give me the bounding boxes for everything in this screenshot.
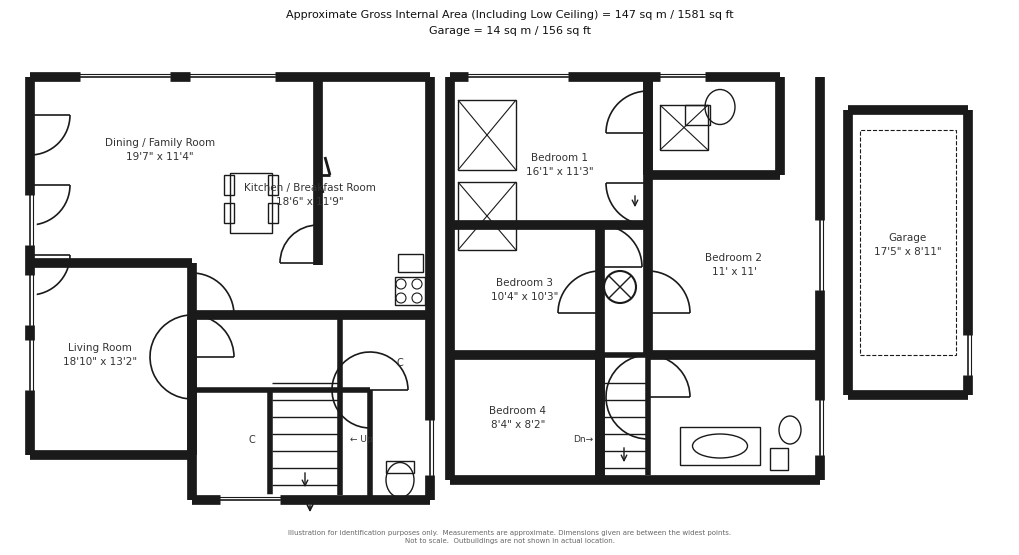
Bar [769,448,788,470]
Text: Bedroom 2
11' x 11': Bedroom 2 11' x 11' [705,253,762,277]
Text: Dining / Family Room
19'7" x 11'4": Dining / Family Room 19'7" x 11'4" [105,138,215,162]
Text: Illustration for identification purposes only.  Measurements are approximate. Di: Illustration for identification purposes… [288,530,731,544]
Text: Kitchen / Breakfast Room
18'6" x 11'9": Kitchen / Breakfast Room 18'6" x 11'9" [244,183,376,207]
Text: Dn→: Dn→ [573,436,592,445]
Bar [680,427,759,465]
Bar [229,173,272,233]
Bar [458,100,516,170]
Bar [224,203,233,223]
Text: Bedroom 3
10'4" x 10'3": Bedroom 3 10'4" x 10'3" [491,278,558,302]
Bar [394,277,425,305]
Text: ← Up: ← Up [350,436,372,445]
Bar [859,130,955,355]
Bar [224,175,233,195]
Bar [268,175,278,195]
Text: Approximate Gross Internal Area (Including Low Ceiling) = 147 sq m / 1581 sq ft: Approximate Gross Internal Area (Includi… [286,10,733,20]
Text: Living Room
18'10" x 13'2": Living Room 18'10" x 13'2" [63,343,137,367]
Bar [685,105,709,125]
Bar [397,254,423,272]
Bar [659,105,707,150]
Bar [458,182,516,250]
Bar [385,461,414,473]
Bar [268,203,278,223]
Text: Bedroom 4
8'4" x 8'2": Bedroom 4 8'4" x 8'2" [489,406,546,430]
Text: Bedroom 1
16'1" x 11'3": Bedroom 1 16'1" x 11'3" [526,153,593,177]
Text: C: C [249,435,255,445]
Text: Garage = 14 sq m / 156 sq ft: Garage = 14 sq m / 156 sq ft [429,26,590,36]
Text: C: C [396,358,403,368]
Text: Garage
17'5" x 8'11": Garage 17'5" x 8'11" [873,233,941,257]
